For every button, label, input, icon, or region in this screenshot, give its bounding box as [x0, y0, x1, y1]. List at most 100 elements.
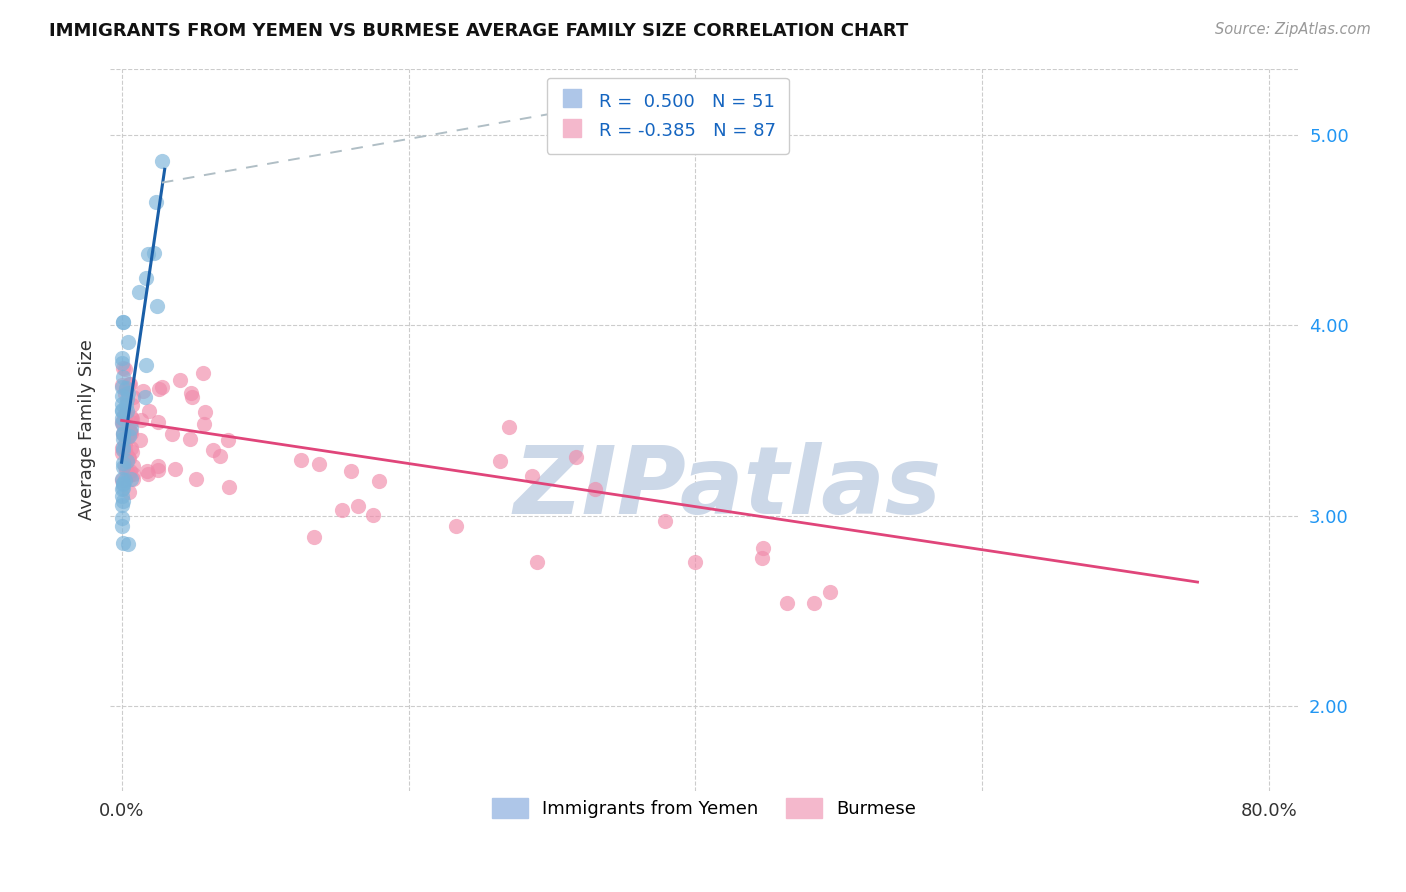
Point	[129, 413, 152, 427]
Point	[117, 430, 139, 444]
Point	[194, 405, 217, 419]
Point	[193, 366, 215, 380]
Point	[114, 442, 136, 457]
Point	[111, 476, 134, 491]
Point	[111, 472, 134, 486]
Point	[115, 404, 138, 418]
Point	[162, 426, 184, 441]
Point	[111, 489, 134, 503]
Point	[111, 426, 134, 441]
Point	[129, 433, 152, 447]
Point	[111, 389, 134, 403]
Point	[111, 443, 134, 458]
Point	[803, 596, 825, 610]
Point	[115, 382, 138, 396]
Point	[118, 464, 141, 478]
Point	[115, 432, 138, 446]
Point	[169, 373, 191, 387]
Point	[148, 382, 170, 396]
Point	[290, 452, 312, 467]
Text: Source: ZipAtlas.com: Source: ZipAtlas.com	[1215, 22, 1371, 37]
Point	[115, 381, 138, 395]
Point	[111, 473, 134, 487]
Point	[111, 410, 134, 425]
Point	[340, 464, 363, 478]
Point	[121, 421, 143, 435]
Point	[114, 447, 136, 461]
Point	[163, 462, 186, 476]
Point	[118, 424, 141, 438]
Point	[111, 404, 134, 418]
Point	[146, 462, 169, 476]
Point	[150, 380, 173, 394]
Point	[114, 386, 136, 401]
Point	[134, 390, 156, 404]
Point	[120, 441, 142, 455]
Point	[115, 392, 138, 406]
Point	[120, 425, 142, 439]
Point	[121, 472, 143, 486]
Point	[112, 408, 135, 422]
Point	[148, 458, 170, 473]
Point	[118, 485, 141, 500]
Point	[111, 460, 134, 475]
Point	[128, 285, 150, 299]
Point	[347, 499, 370, 513]
Point	[193, 417, 215, 432]
Point	[111, 482, 134, 496]
Point	[208, 449, 231, 463]
Point	[118, 467, 141, 482]
Point	[111, 477, 134, 491]
Point	[520, 468, 543, 483]
Point	[111, 360, 134, 375]
Point	[135, 358, 157, 372]
Point	[115, 454, 138, 468]
Point	[115, 398, 138, 412]
Point	[111, 427, 134, 442]
Point	[526, 555, 548, 569]
Point	[583, 482, 606, 496]
Point	[120, 472, 142, 486]
Point	[752, 541, 775, 555]
Point	[136, 467, 159, 481]
Point	[361, 508, 384, 523]
Text: ZIPatlas: ZIPatlas	[513, 442, 942, 533]
Point	[111, 416, 134, 430]
Point	[111, 356, 134, 370]
Point	[117, 385, 139, 400]
Point	[114, 473, 136, 487]
Point	[302, 530, 325, 544]
Point	[121, 390, 143, 404]
Point	[330, 503, 353, 517]
Point	[136, 463, 159, 477]
Legend: Immigrants from Yemen, Burmese: Immigrants from Yemen, Burmese	[485, 790, 924, 826]
Point	[117, 334, 139, 349]
Text: IMMIGRANTS FROM YEMEN VS BURMESE AVERAGE FAMILY SIZE CORRELATION CHART: IMMIGRANTS FROM YEMEN VS BURMESE AVERAGE…	[49, 22, 908, 40]
Point	[218, 480, 240, 494]
Point	[121, 444, 143, 458]
Point	[818, 585, 841, 599]
Point	[498, 419, 520, 434]
Point	[180, 390, 202, 404]
Point	[120, 426, 142, 441]
Point	[111, 511, 134, 525]
Point	[121, 467, 143, 482]
Point	[111, 416, 134, 430]
Point	[118, 376, 141, 391]
Point	[115, 462, 138, 476]
Point	[201, 443, 224, 458]
Point	[118, 451, 141, 466]
Point	[751, 550, 773, 565]
Point	[111, 315, 134, 329]
Point	[120, 409, 142, 424]
Point	[565, 450, 588, 464]
Point	[217, 433, 239, 447]
Point	[775, 596, 797, 610]
Point	[111, 402, 134, 417]
Point	[136, 247, 159, 261]
Point	[121, 399, 143, 413]
Y-axis label: Average Family Size: Average Family Size	[79, 340, 96, 520]
Point	[111, 441, 134, 455]
Point	[111, 432, 134, 446]
Point	[111, 418, 134, 433]
